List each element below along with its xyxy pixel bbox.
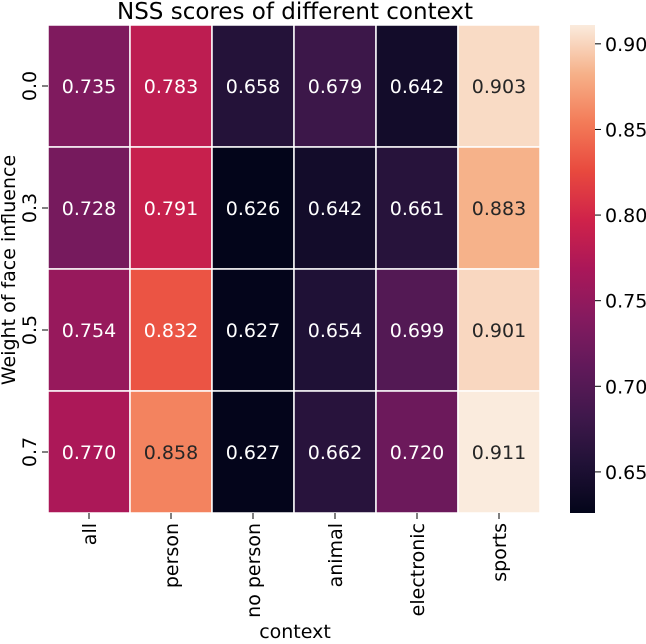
- colorbar-tick-label: 0.70: [605, 376, 646, 398]
- cell-value-label: 0.699: [390, 320, 444, 342]
- chart-title: NSS scores of different context: [117, 0, 473, 25]
- cell-value-label: 0.783: [144, 76, 198, 98]
- cell-value-label: 0.754: [62, 320, 116, 342]
- x-tick-label: sports: [489, 523, 511, 582]
- x-tick-label: animal: [325, 523, 347, 587]
- y-tick-label: 0.3: [19, 193, 41, 223]
- heatmap-cell: [293, 24, 377, 148]
- x-tick-label: no person: [243, 523, 265, 618]
- cell-value-label: 0.642: [308, 198, 362, 220]
- heatmap-cell: [129, 146, 213, 270]
- heatmap-cell: [457, 390, 541, 514]
- heatmap-cell: [457, 268, 541, 392]
- heatmap-cells: [47, 24, 541, 514]
- cell-value-label: 0.728: [62, 198, 116, 220]
- y-axis-ticks: 0.0 0.3 0.5 0.7: [19, 71, 48, 467]
- colorbar: [570, 25, 595, 513]
- heatmap-cell: [457, 24, 541, 148]
- y-tick-label: 0.0: [19, 71, 41, 101]
- y-axis-label: Weight of face influence: [0, 155, 20, 385]
- cell-value-label: 0.642: [390, 76, 444, 98]
- y-tick-label: 0.5: [19, 315, 41, 345]
- heatmap-cell: [129, 24, 213, 148]
- cell-value-label: 0.735: [62, 76, 116, 98]
- cell-value-label: 0.661: [390, 198, 444, 220]
- cell-value-label: 0.883: [472, 198, 526, 220]
- cell-value-label: 0.832: [144, 320, 198, 342]
- colorbar-tick-label: 0.85: [605, 119, 646, 141]
- cell-value-label: 0.901: [472, 320, 526, 342]
- cell-value-label: 0.658: [226, 76, 280, 98]
- heatmap-cell: [211, 24, 295, 148]
- x-axis-label: context: [259, 621, 331, 643]
- cell-value-label: 0.626: [226, 198, 280, 220]
- cell-value-label: 0.627: [226, 320, 280, 342]
- cell-value-label: 0.627: [226, 442, 280, 464]
- x-axis-ticks: all person no person animal electronic sports: [79, 513, 511, 618]
- cell-value-label: 0.662: [308, 442, 362, 464]
- colorbar-tick-label: 0.80: [605, 205, 646, 227]
- heatmap-cell: [457, 146, 541, 270]
- cell-value-label: 0.679: [308, 76, 362, 98]
- heatmap-cell: [293, 390, 377, 514]
- colorbar-tick-label: 0.75: [605, 291, 646, 313]
- heatmap-value-labels: 0.735 0.783 0.658 0.679 0.642 0.903 0.728 0.791…: [62, 76, 526, 464]
- colorbar-tick-label: 0.65: [605, 462, 646, 484]
- heatmap-cell: [129, 390, 213, 514]
- heatmap-cell: [47, 24, 131, 148]
- x-tick-label: all: [79, 523, 101, 545]
- cell-value-label: 0.903: [472, 76, 526, 98]
- heatmap-cell: [375, 268, 459, 392]
- cell-value-label: 0.858: [144, 442, 198, 464]
- heatmap-cell: [375, 390, 459, 514]
- x-tick-label: person: [161, 523, 183, 588]
- colorbar-ticks: 0.65 0.70 0.75 0.80 0.85 0.90: [595, 34, 646, 484]
- y-tick-label: 0.7: [19, 437, 41, 467]
- cell-value-label: 0.911: [472, 442, 526, 464]
- cell-value-label: 0.791: [144, 198, 198, 220]
- x-tick-label: electronic: [407, 523, 429, 616]
- heatmap-cell: [211, 390, 295, 514]
- heatmap-cell: [47, 390, 131, 514]
- cell-value-label: 0.770: [62, 442, 116, 464]
- heatmap-cell: [293, 146, 377, 270]
- heatmap-cell: [293, 268, 377, 392]
- heatmap-cell: [129, 268, 213, 392]
- cell-value-label: 0.720: [390, 442, 444, 464]
- colorbar-tick-label: 0.90: [605, 34, 646, 56]
- cell-value-label: 0.654: [308, 320, 362, 342]
